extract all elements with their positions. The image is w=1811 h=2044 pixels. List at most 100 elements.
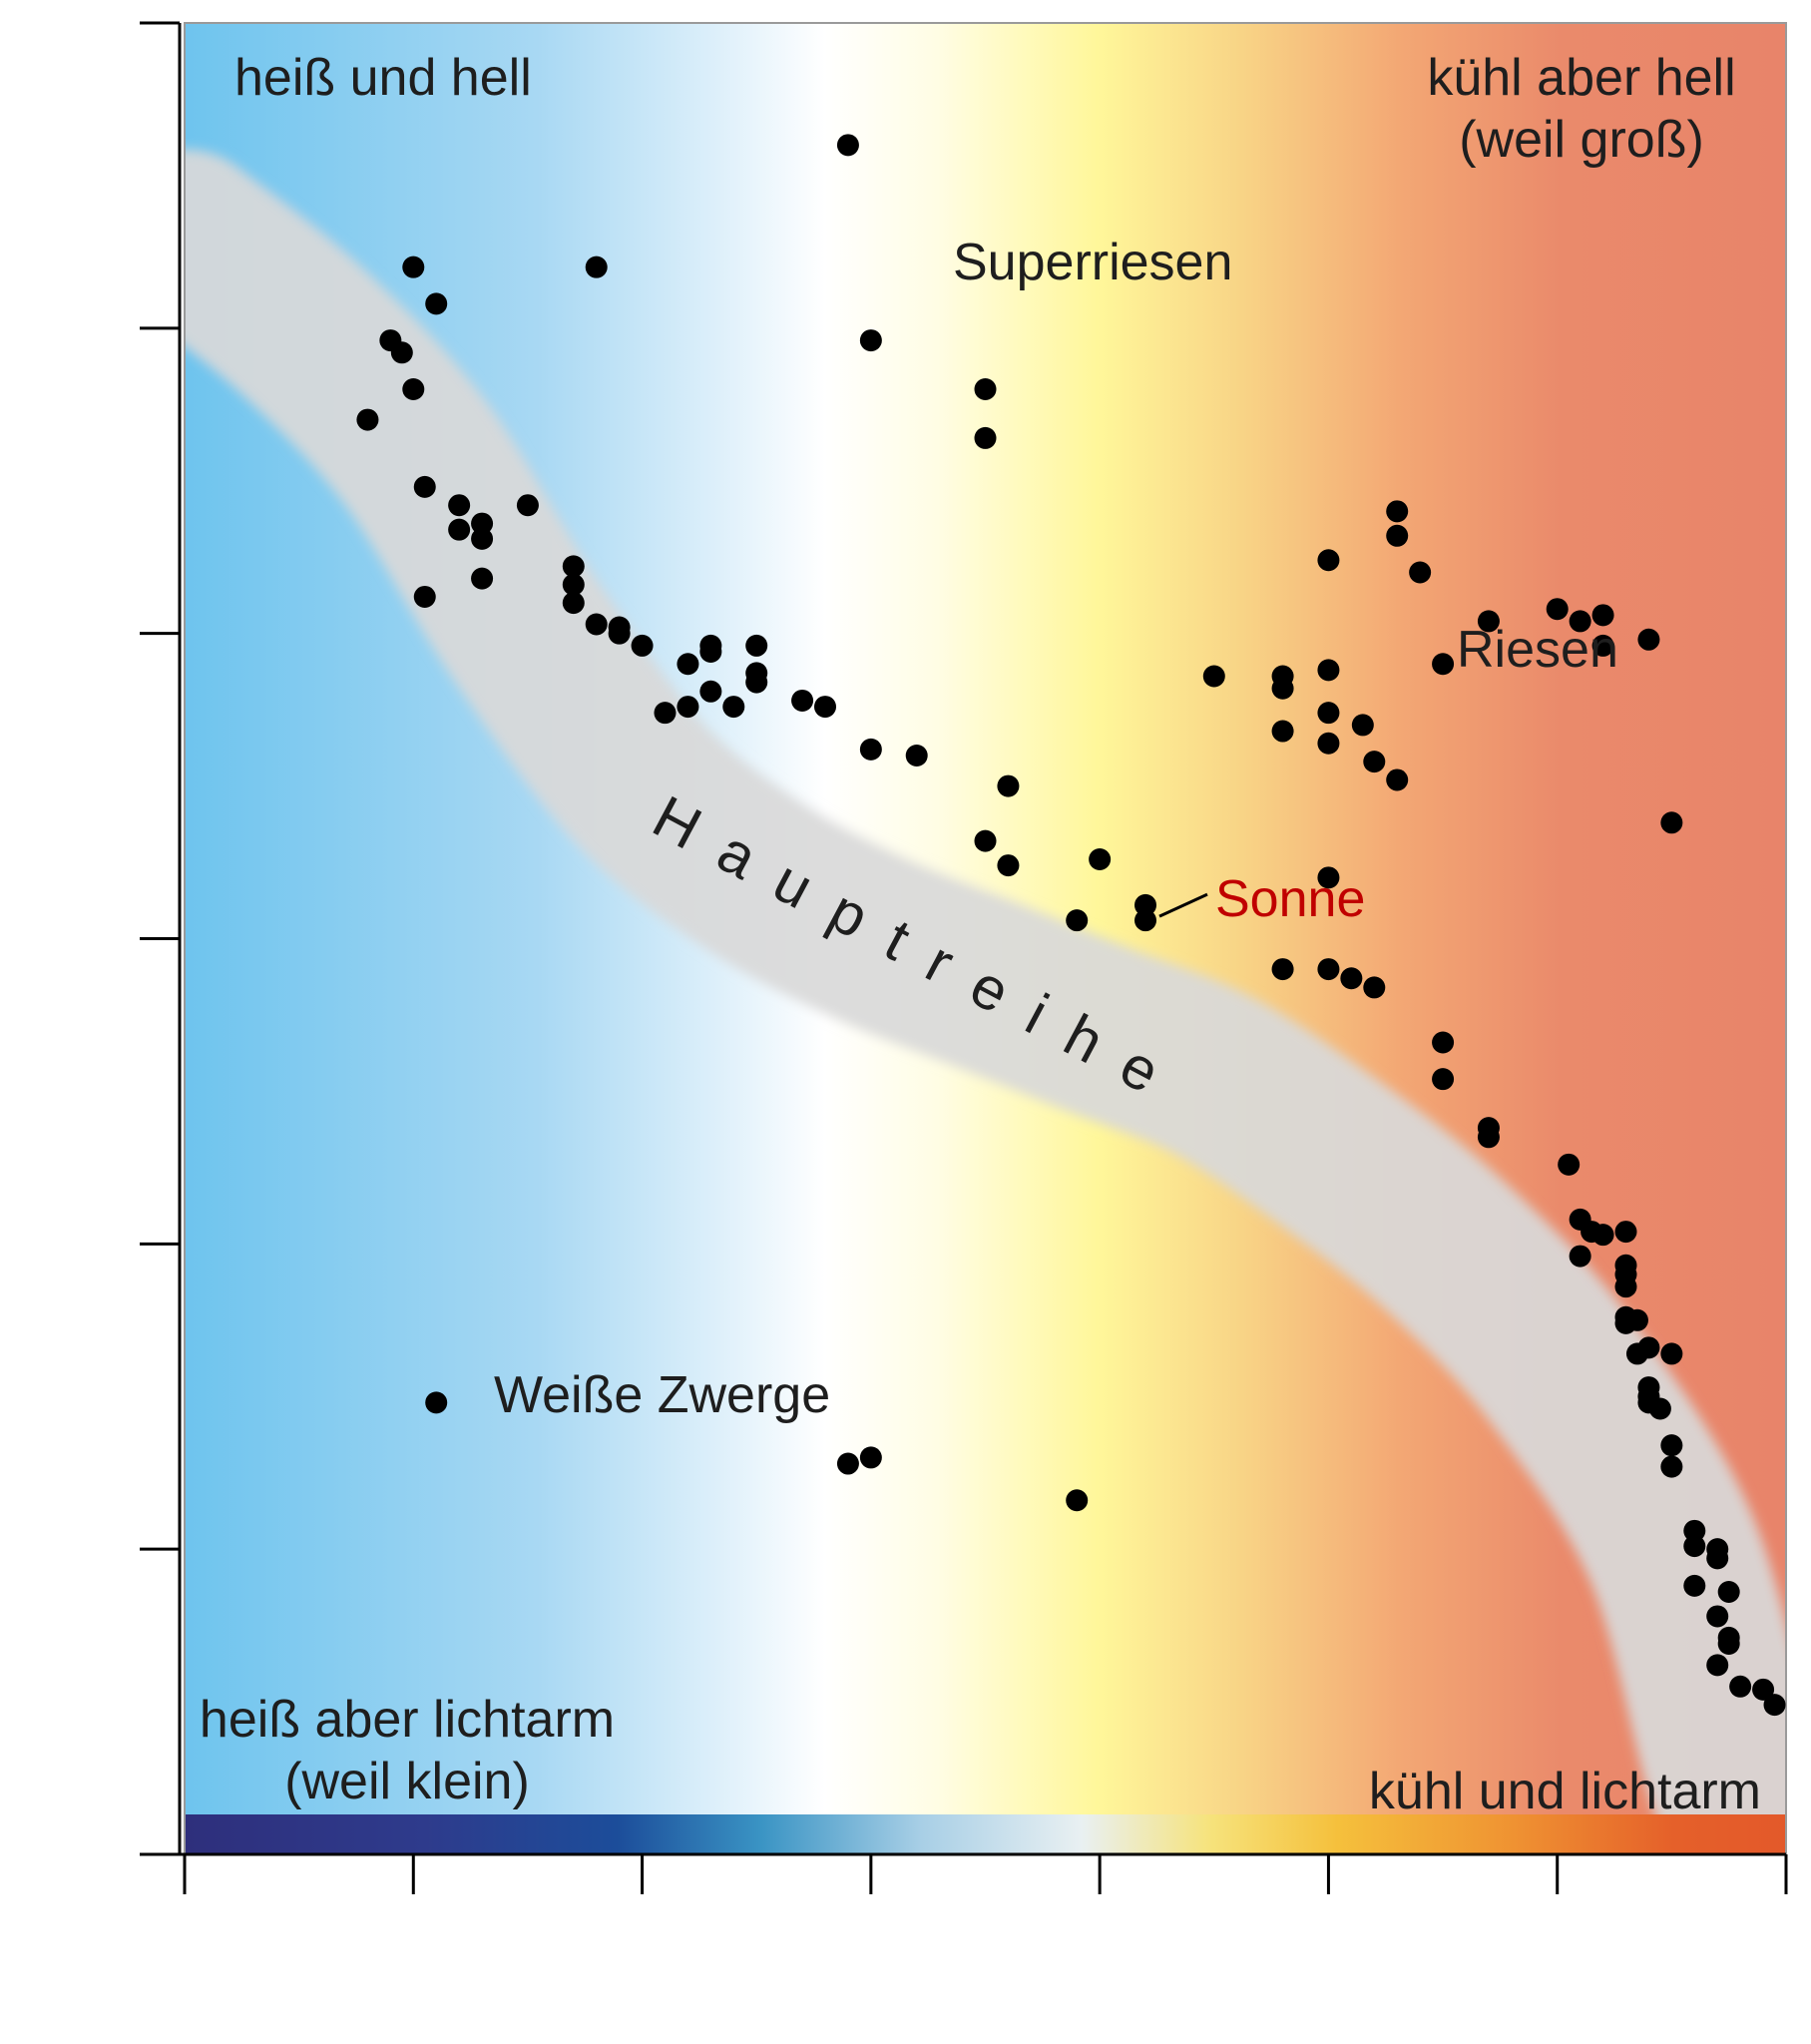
star-point (859, 738, 882, 761)
star-point (974, 378, 997, 400)
star-point (1134, 909, 1156, 932)
x-axis-ticks (183, 1854, 1788, 1894)
star-point (791, 689, 814, 712)
star-point (1477, 610, 1500, 633)
label-hot-bright: heiß und hell (234, 49, 532, 107)
star-point (471, 512, 494, 535)
star-point (585, 613, 608, 636)
star-point (1317, 549, 1340, 572)
star-point (654, 702, 677, 725)
star-point (1432, 653, 1455, 676)
star-point (1717, 1632, 1740, 1655)
star-point (1363, 976, 1386, 999)
star-point (745, 662, 768, 685)
star-point (1591, 604, 1614, 627)
star-point (631, 634, 654, 657)
label-hot-dim-2: (weil klein) (284, 1753, 530, 1810)
star-point (448, 518, 471, 541)
star-point (814, 696, 836, 719)
star-point (608, 622, 631, 645)
star-point (402, 256, 425, 278)
y-axis-ticks (140, 21, 180, 1856)
star-point (1660, 1434, 1683, 1457)
star-point (1706, 1547, 1729, 1570)
star-point (425, 1391, 448, 1414)
star-point (1271, 677, 1294, 700)
star-point (471, 567, 494, 590)
star-point (1386, 768, 1409, 791)
star-point (745, 634, 768, 657)
star-point (1340, 967, 1363, 990)
star-point (1729, 1675, 1752, 1698)
star-point (859, 1446, 882, 1469)
star-point (1614, 1276, 1637, 1298)
star-point (1546, 598, 1569, 621)
star-point (1351, 714, 1374, 737)
star-point (1066, 909, 1089, 932)
star-point (677, 696, 699, 719)
star-point (1317, 702, 1340, 725)
star-point (1660, 811, 1683, 834)
star-point (1683, 1519, 1706, 1542)
star-point (1271, 720, 1294, 743)
star-point (585, 256, 608, 278)
label-hot-dim-1: heiß aber lichtarm (200, 1691, 615, 1749)
star-point (1706, 1605, 1729, 1628)
star-point (562, 555, 585, 578)
sun-leader-line (1158, 892, 1208, 918)
star-point (1089, 847, 1112, 870)
star-point (1591, 1224, 1614, 1247)
star-point (1134, 893, 1156, 916)
star-point (1569, 1245, 1591, 1268)
label-cool-dim: kühl und lichtarm (1369, 1763, 1761, 1820)
star-point (1752, 1678, 1775, 1701)
star-point (1558, 1153, 1581, 1176)
star-point (390, 341, 413, 364)
star-point (1409, 561, 1432, 584)
star-point (1477, 1126, 1500, 1149)
star-point (1317, 659, 1340, 682)
star-point (836, 1452, 859, 1475)
star-point (1432, 1031, 1455, 1054)
star-point (1317, 732, 1340, 755)
star-point (1202, 665, 1225, 688)
star-point (1637, 1391, 1660, 1414)
star-point (699, 680, 722, 703)
star-point (1625, 1342, 1648, 1365)
star-point (562, 573, 585, 596)
star-point (413, 475, 436, 498)
star-point (1706, 1654, 1729, 1677)
star-point (562, 592, 585, 615)
label-sun: Sonne (1215, 870, 1365, 928)
label-giants: Riesen (1457, 621, 1618, 679)
star-point (974, 426, 997, 449)
label-cool-bright-2: (weil groß) (1459, 111, 1704, 169)
star-point (1317, 866, 1340, 889)
star-point (1683, 1574, 1706, 1597)
star-point (1660, 1342, 1683, 1365)
star-point (1717, 1580, 1740, 1603)
star-point (1363, 751, 1386, 773)
star-point (905, 745, 928, 766)
star-point (1317, 958, 1340, 981)
star-point (1683, 1535, 1706, 1558)
star-point (836, 134, 859, 157)
star-point (1271, 958, 1294, 981)
star-point (516, 494, 539, 517)
star-point (1637, 628, 1660, 651)
star-point (997, 854, 1020, 877)
star-point (859, 329, 882, 352)
star-point (699, 641, 722, 664)
star-point (402, 378, 425, 400)
label-white-dwarfs: Weiße Zwerge (494, 1366, 830, 1424)
star-point (1386, 500, 1409, 523)
star-point (413, 585, 436, 608)
star-point (1614, 1221, 1637, 1244)
star-point (1660, 1455, 1683, 1478)
star-points (356, 134, 1786, 1717)
star-point (448, 494, 471, 517)
star-point (425, 292, 448, 315)
star-point (1386, 524, 1409, 547)
star-point (677, 653, 699, 676)
star-point (471, 527, 494, 550)
